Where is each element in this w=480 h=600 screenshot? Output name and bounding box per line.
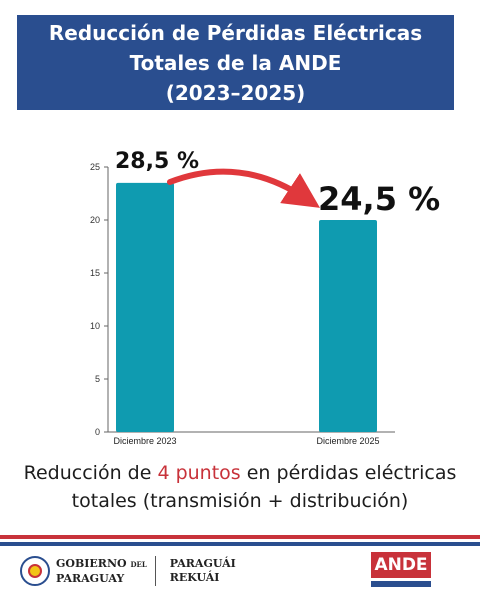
bar-chart: 0 5 10 15 20 25 Diciembre 2023 Diciembre 2025 28… [90,149,440,446]
footer-divider [154,556,156,586]
y-tick-label: 5 [95,374,100,384]
bar [319,220,377,432]
caption-highlight: 4 puntos [157,462,241,484]
y-tick-label: 15 [90,268,100,278]
reduction-arrow [167,168,321,208]
chart: 0 5 10 15 20 25 Diciembre 2023 Diciembre 2025 28… [0,149,480,450]
caption-text-after: en pérdidas eléctricas [240,462,457,484]
caption-line-2: totales (transmisión + distribución) [71,490,409,512]
gov-wordmark: GOBIERNO DEL PARAGUAY [56,557,147,586]
x-tick-label: Diciembre 2025 [316,436,379,446]
gov-line-2: PARAGUAY [56,571,125,585]
x-tick-label: Diciembre 2023 [113,436,176,446]
y-tick-label: 25 [90,162,100,172]
title-line-1: Reducción de Pérdidas Eléctricas [48,20,423,45]
gov-line-1-del: DEL [130,559,147,569]
title-line-2: Totales de la ANDE [129,50,342,75]
ande-logo: ANDE [371,552,431,590]
y-tick-label: 10 [90,321,100,331]
y-tick-label: 20 [90,215,100,225]
footer: GOBIERNO DEL PARAGUAY PARAGUÁI REKUÁI AN… [0,548,480,600]
divider-red-stripe [0,535,480,539]
government-logo: GOBIERNO DEL PARAGUAY PARAGUÁI REKUÁI [20,556,236,586]
slogan: PARAGUÁI REKUÁI [170,557,236,585]
divider-blue-stripe [0,542,480,546]
bar [116,182,174,432]
data-label: 28,5 % [115,150,199,174]
national-seal-icon [20,556,50,586]
ande-logo-text: ANDE [371,552,431,578]
caption-line-1: Reducción de 4 puntos en pérdidas eléctr… [0,459,480,487]
caption-text-before: Reducción de [23,462,158,484]
y-tick-label: 0 [95,427,100,437]
title-banner: Reducción de Pérdidas Eléctricas Totales… [17,15,454,110]
data-label: 24,5 % [318,180,440,218]
title-line-3: (2023–2025) [165,80,306,105]
slogan-line-1: PARAGUÁI [169,557,236,570]
slogan-line-2: REKUÁI [169,571,220,584]
caption: Reducción de 4 puntos en pérdidas eléctr… [0,459,480,515]
divider-white-stripe [0,539,480,542]
gov-line-1: GOBIERNO [56,556,127,570]
